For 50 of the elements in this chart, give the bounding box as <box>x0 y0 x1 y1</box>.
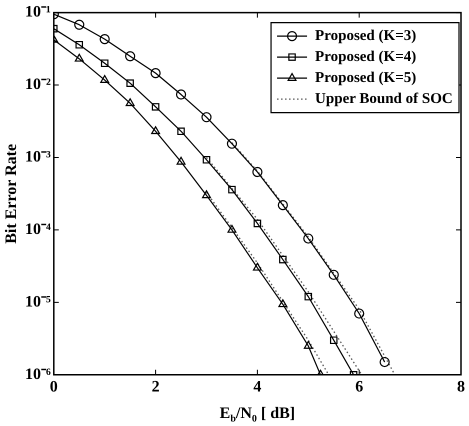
point <box>100 34 110 44</box>
x-tick-label: 6 <box>355 378 364 396</box>
point <box>254 220 262 228</box>
point <box>278 200 288 210</box>
point <box>278 299 288 308</box>
point <box>227 224 236 233</box>
point <box>125 51 136 62</box>
point <box>202 190 211 198</box>
point <box>380 356 390 368</box>
point <box>126 98 135 106</box>
point <box>74 54 84 62</box>
point <box>252 262 262 271</box>
point <box>176 156 186 165</box>
point <box>75 40 84 49</box>
point <box>177 127 185 136</box>
x-tick-label: 8 <box>457 378 465 396</box>
y-tick-label: 10⁻¹ <box>25 4 51 21</box>
point <box>152 103 160 111</box>
legend-label: Proposed (K=5) <box>315 70 416 86</box>
point <box>151 126 160 134</box>
y-tick-label: 10⁻³ <box>25 148 51 166</box>
point <box>126 79 134 87</box>
x-tick-label: 0 <box>50 378 58 396</box>
y-tick-label: 10⁻⁵ <box>25 294 51 310</box>
point <box>354 308 364 319</box>
point <box>228 186 236 194</box>
point <box>176 89 186 100</box>
x-tick-label: 2 <box>152 378 160 396</box>
y-tick-label: 10⁻⁴ <box>25 221 51 238</box>
point <box>201 112 212 122</box>
point <box>304 340 313 349</box>
point <box>330 336 338 344</box>
legend-label: Upper Bound of SOC <box>315 90 453 107</box>
y-tick-label: 10⁻² <box>25 76 51 94</box>
point <box>74 20 84 30</box>
point <box>226 138 238 149</box>
y-tick-label: 10⁻⁶ <box>25 366 51 383</box>
point <box>303 233 314 244</box>
point <box>100 75 110 83</box>
point <box>150 68 161 78</box>
y-axis-title: Bit Error Rate <box>3 144 20 244</box>
legend-label: Proposed (K=4) <box>315 48 416 65</box>
point <box>202 156 210 164</box>
x-tick-label: 4 <box>253 378 262 396</box>
point <box>304 292 312 300</box>
point <box>328 270 339 280</box>
point <box>279 256 287 264</box>
point <box>252 166 262 178</box>
legend-label: Proposed (K=3) <box>315 28 416 44</box>
point <box>100 59 108 68</box>
